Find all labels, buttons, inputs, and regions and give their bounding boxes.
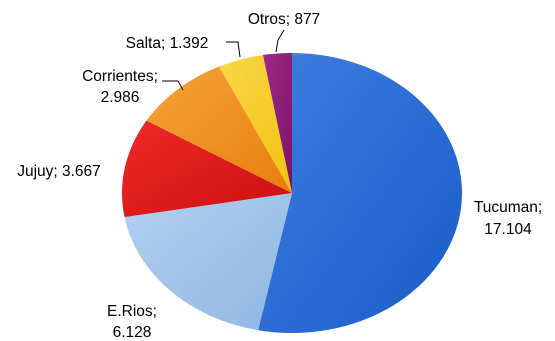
leader-line-otros [275, 29, 285, 53]
pie-slice-tucuman [258, 53, 462, 333]
data-label-e-rios: E.Rios; 6.128 [107, 303, 157, 341]
data-labels: Tucuman; 17.104 E.Rios; 6.128 Jujuy; 3.667 Co… [17, 11, 542, 341]
leader-line-corrientes [162, 80, 184, 91]
data-label-otros: Otros; 877 [248, 11, 320, 28]
pie-slice-otros [263, 53, 292, 193]
pie-slice-e-rios [124, 193, 292, 331]
data-label-jujuy: Jujuy; 3.667 [17, 163, 101, 180]
leader-line-salta [226, 41, 241, 58]
data-label-corrientes: Corrientes; 2.986 [82, 68, 158, 106]
data-label-tucuman: Tucuman; 17.104 [474, 199, 542, 238]
leader-lines [162, 29, 285, 91]
pie-slice-salta [219, 55, 292, 193]
pie-slice-jujuy [122, 120, 292, 218]
pie-slice-corrientes [146, 66, 292, 193]
pie-slices [122, 53, 462, 333]
data-label-salta: Salta; 1.392 [126, 35, 209, 52]
